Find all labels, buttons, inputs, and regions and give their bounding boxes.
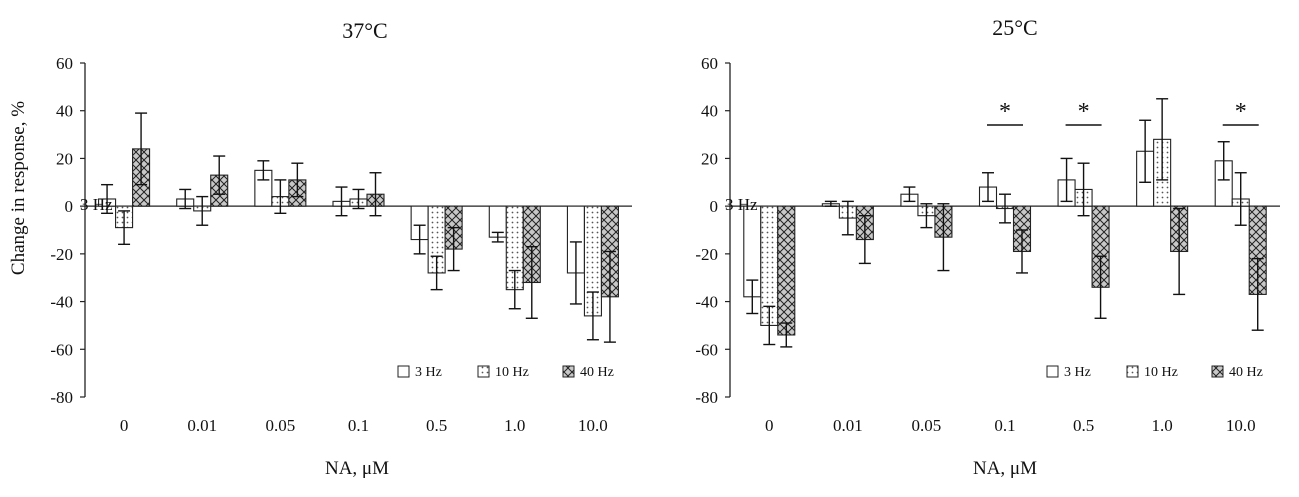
x-tick-label: 10.0 — [1226, 416, 1256, 435]
y-tick-label: 60 — [56, 54, 73, 73]
x-tick-label: 0.1 — [348, 416, 369, 435]
y-tick-label: -80 — [50, 388, 73, 407]
legend-label: 10 Hz — [1144, 365, 1178, 380]
legend-swatch — [562, 365, 575, 378]
y-tick-label: 60 — [701, 54, 718, 73]
x-tick-label: 0.01 — [833, 416, 863, 435]
x-tick-label: 10.0 — [578, 416, 608, 435]
legend-label: 40 Hz — [580, 365, 614, 380]
chart-panel-1: 25°C 60 40 20 0 -20 -40 -60 -80 0 0.01 0.05 0.1 0.5 1.… — [695, 15, 1280, 479]
chart-panel-0: 37°C 60 40 20 0 -20 -40 -60 -80 0 0.01 0.05 0.1 0.5 1.… — [50, 18, 632, 479]
legend-swatch — [397, 365, 410, 378]
legend-swatch — [1126, 365, 1139, 378]
legend-label: 10 Hz — [495, 365, 529, 380]
y-tick-label: -20 — [695, 245, 718, 264]
y-tick-label: 20 — [701, 149, 718, 168]
y-tick-label: -40 — [695, 293, 718, 312]
y-tick-label: 0 — [65, 197, 74, 216]
y-tick-label: -20 — [50, 245, 73, 264]
y-tick-label: 40 — [56, 102, 73, 121]
x-tick-label: 0.05 — [265, 416, 295, 435]
y-tick-label: -60 — [50, 340, 73, 359]
x-tick-label: 1.0 — [504, 416, 525, 435]
x-tick-label: 0 — [120, 416, 129, 435]
significance-star: * — [1078, 99, 1090, 125]
zero-series-label: 3 Hz — [725, 195, 758, 214]
significance-star: * — [1235, 99, 1247, 125]
significance-star: * — [999, 99, 1011, 125]
x-axis-label: NA, μM — [325, 458, 389, 479]
legend-swatch — [1046, 365, 1059, 378]
y-tick-label: -60 — [695, 340, 718, 359]
chart-title: 25°C — [992, 15, 1037, 40]
x-axis-label: NA, μM — [973, 458, 1037, 479]
legend-label: 3 Hz — [1064, 365, 1091, 380]
x-tick-label: 0 — [765, 416, 774, 435]
legend-label: 3 Hz — [415, 365, 442, 380]
y-axis-label: Change in response, % — [8, 101, 29, 275]
legend: 3 Hz 10 Hz 40 Hz — [397, 365, 614, 380]
zero-series-label: 3 Hz — [80, 195, 113, 214]
y-tick-label: -80 — [695, 388, 718, 407]
legend-swatch — [477, 365, 490, 378]
legend: 3 Hz 10 Hz 40 Hz — [1046, 365, 1263, 380]
bar — [777, 205, 796, 336]
y-tick-label: 40 — [701, 102, 718, 121]
x-tick-label: 0.05 — [912, 416, 942, 435]
y-tick-label: -40 — [50, 293, 73, 312]
x-tick-label: 1.0 — [1152, 416, 1173, 435]
chart-title: 37°C — [342, 18, 387, 43]
x-tick-label: 0.01 — [187, 416, 217, 435]
legend-swatch — [1211, 365, 1224, 378]
x-tick-label: 0.1 — [994, 416, 1015, 435]
x-tick-label: 0.5 — [1073, 416, 1094, 435]
y-tick-label: 0 — [710, 197, 719, 216]
legend-label: 40 Hz — [1229, 365, 1263, 380]
y-tick-label: 20 — [56, 149, 73, 168]
x-tick-label: 0.5 — [426, 416, 447, 435]
